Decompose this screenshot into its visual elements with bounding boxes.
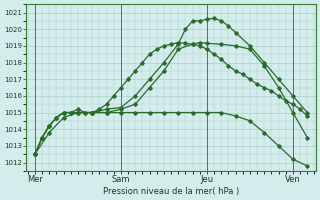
X-axis label: Pression niveau de la mer( hPa ): Pression niveau de la mer( hPa ) <box>103 187 239 196</box>
